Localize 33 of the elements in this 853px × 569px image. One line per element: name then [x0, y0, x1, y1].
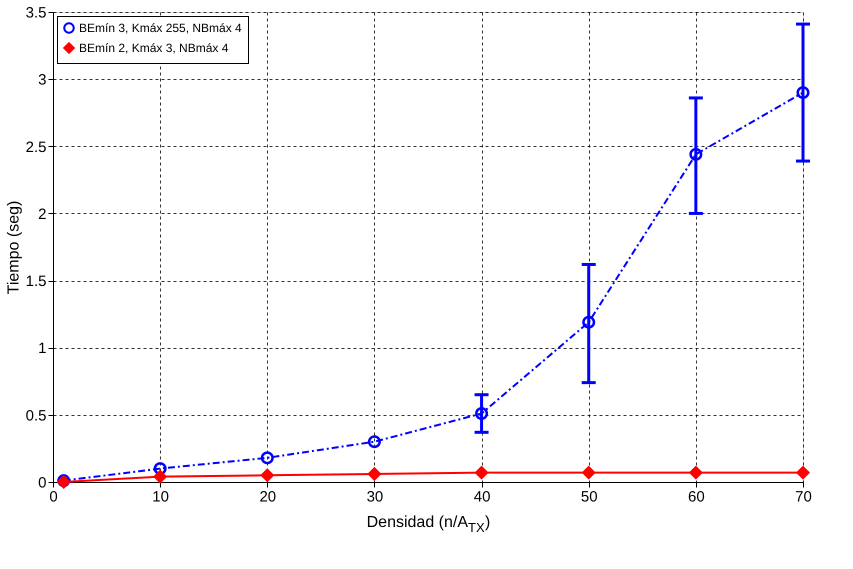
point — [368, 467, 381, 480]
point — [796, 86, 810, 100]
point — [260, 468, 274, 482]
point — [154, 462, 167, 476]
x-tick-label: 10 — [152, 488, 169, 506]
x-tick-label: 30 — [366, 488, 384, 506]
point — [368, 435, 381, 448]
point — [475, 466, 488, 480]
x-tick-label: 40 — [474, 488, 490, 506]
point — [582, 466, 596, 480]
point — [475, 407, 488, 420]
y-tick-label: 1 — [38, 340, 46, 358]
point — [796, 466, 810, 480]
y-tick-label: 0 — [38, 474, 46, 492]
legend-label: BEmín 3, Kmáx 255, NBmáx 4 — [79, 21, 242, 35]
y-tick-label: 2.5 — [26, 138, 46, 156]
point — [689, 148, 702, 161]
x-tick-label: 60 — [688, 488, 705, 506]
point — [689, 466, 702, 480]
y-axis-title: Tiempo (seg) — [6, 200, 23, 294]
point — [154, 470, 167, 484]
legend-label: BEmín 2, Kmáx 3, NBmáx 4 — [79, 41, 229, 55]
y-tick-label: 0.5 — [26, 407, 46, 424]
y-tick-label: 2 — [38, 206, 46, 223]
y-tick-label: 1.5 — [26, 273, 46, 290]
x-tick-label: 20 — [259, 488, 276, 506]
y-tick-label: 3 — [38, 72, 46, 89]
x-tick-label: 70 — [795, 488, 812, 506]
y-tick-label: 3.5 — [26, 4, 46, 22]
x-tick-label: 0 — [49, 488, 58, 506]
point — [260, 451, 274, 464]
x-tick-label: 50 — [580, 488, 598, 506]
point — [582, 316, 596, 329]
